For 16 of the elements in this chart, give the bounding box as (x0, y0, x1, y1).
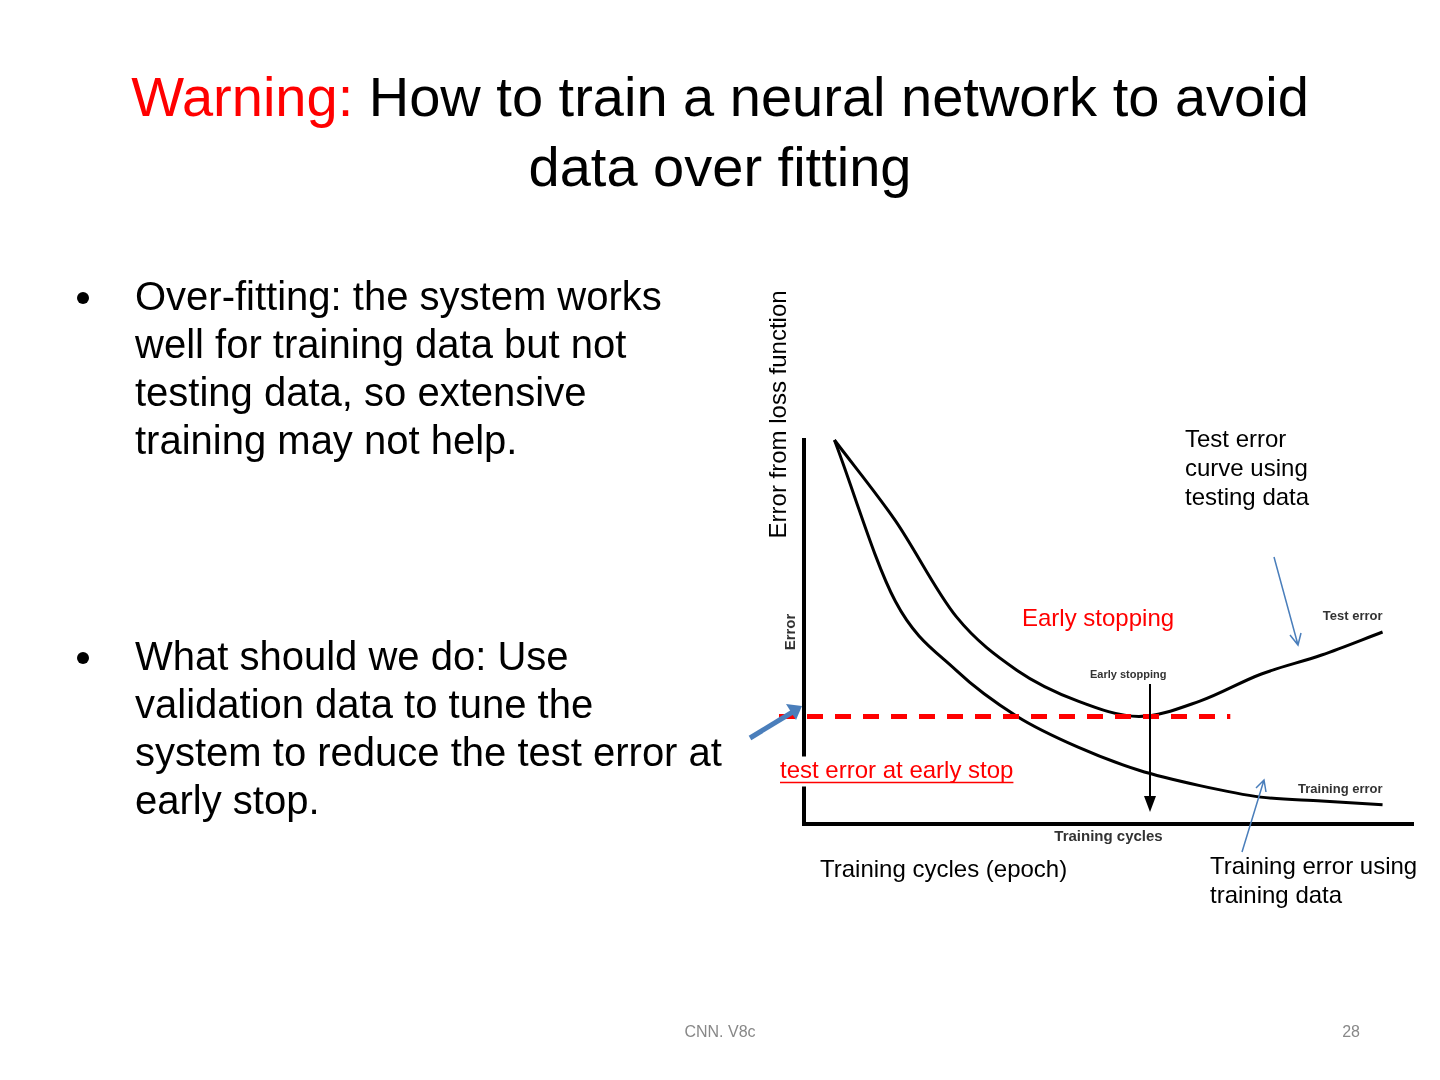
text: Training cycles (epoch) (820, 855, 1068, 882)
text: Error from loss function (763, 290, 791, 539)
annotation: Early stopping (1090, 668, 1167, 680)
annotation: Early stopping (1022, 604, 1175, 631)
chart-title: Warning: How to train a neural network to avoid data over fitting (130, 64, 1310, 200)
y-axis-title: Error (781, 613, 799, 651)
text: Training error using training data (1210, 852, 1418, 908)
series-label: Training error (1298, 780, 1383, 796)
ref-line-label: test error at early stop (780, 756, 1014, 784)
annotation: Test error curve using testing data (1185, 425, 1310, 510)
text: 28 (1342, 1023, 1360, 1040)
text: What should we do: Use validation data to tune the system to reduce the test error at early stop. (135, 634, 722, 822)
x-axis-title: Training cycles (1054, 827, 1163, 845)
text: CNN. V8c (684, 1023, 756, 1040)
series-label: Test error (1322, 608, 1383, 623)
text: Over-fitting: the system works well for training data but not testing data, so extensive training may not help. (135, 274, 662, 462)
